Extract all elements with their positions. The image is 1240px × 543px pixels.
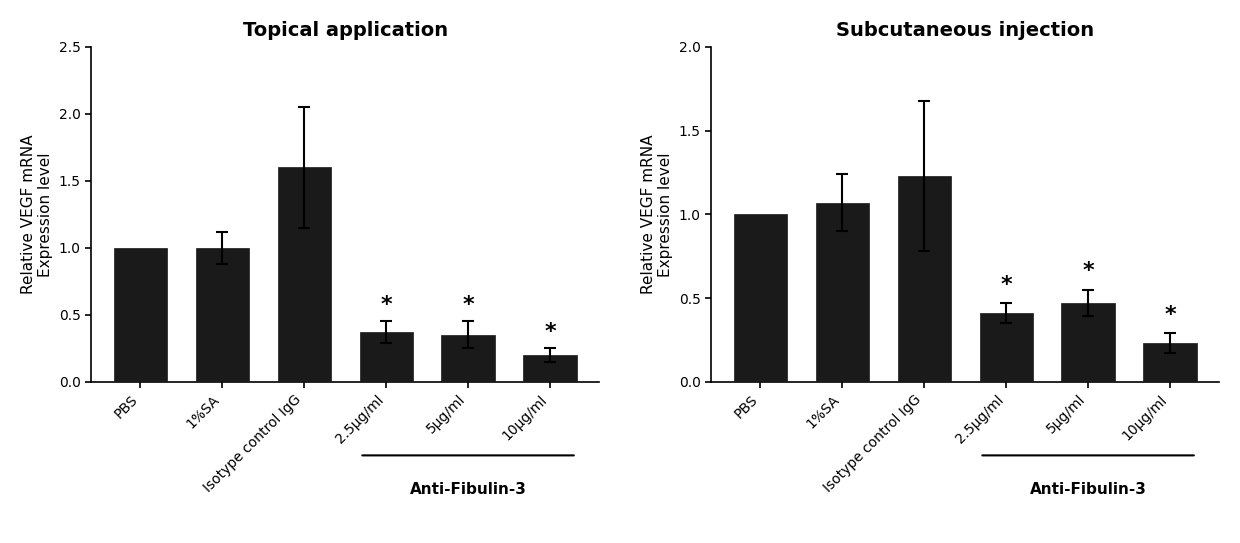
Y-axis label: Relative VEGF mRNA
Expression level: Relative VEGF mRNA Expression level (21, 135, 53, 294)
Text: Anti-Fibulin-3: Anti-Fibulin-3 (1029, 482, 1147, 497)
Bar (980, 313, 1033, 382)
Title: Topical application: Topical application (243, 21, 448, 40)
Bar (278, 167, 331, 382)
Bar (114, 248, 167, 382)
Text: *: * (381, 295, 392, 315)
Bar (898, 176, 951, 382)
Bar (1143, 343, 1197, 382)
Bar (523, 355, 577, 382)
Text: *: * (463, 295, 474, 315)
Bar (441, 335, 495, 382)
Text: *: * (544, 321, 556, 342)
Text: *: * (1083, 261, 1094, 281)
Bar (734, 214, 787, 382)
Text: *: * (1001, 275, 1012, 295)
Bar (1061, 303, 1115, 382)
Y-axis label: Relative VEGF mRNA
Expression level: Relative VEGF mRNA Expression level (641, 135, 673, 294)
Title: Subcutaneous injection: Subcutaneous injection (836, 21, 1094, 40)
Text: Anti-Fibulin-3: Anti-Fibulin-3 (409, 482, 527, 497)
Bar (360, 332, 413, 382)
Bar (816, 203, 869, 382)
Bar (196, 248, 249, 382)
Text: *: * (1164, 305, 1176, 325)
